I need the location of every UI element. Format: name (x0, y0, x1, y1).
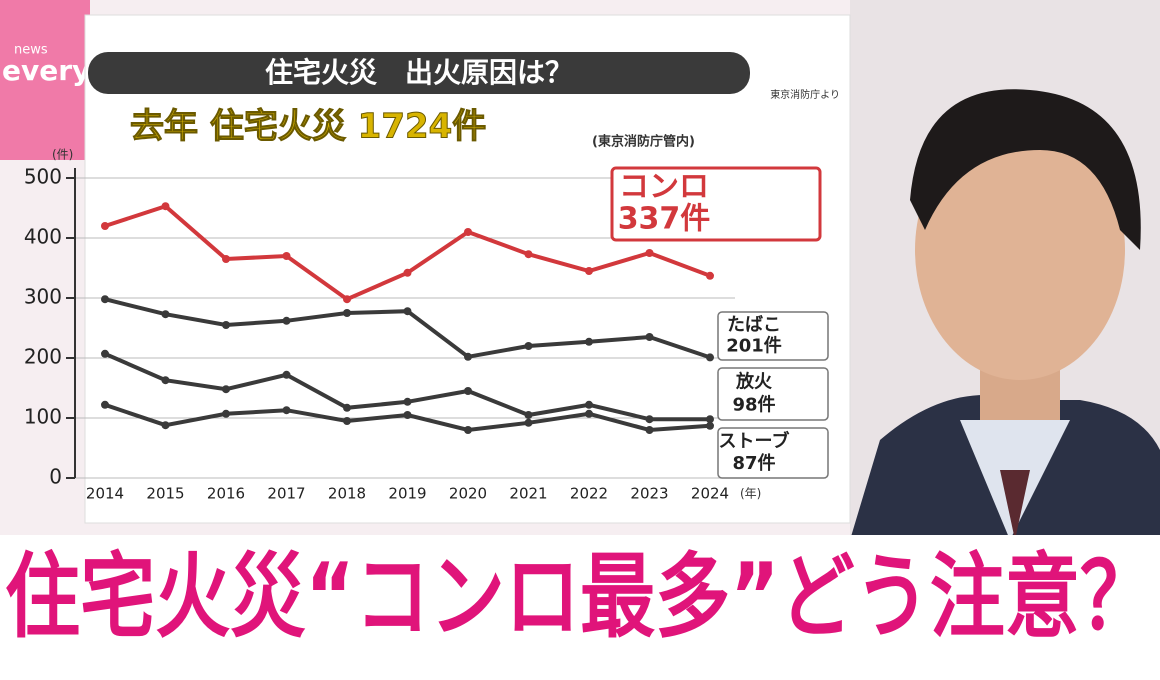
data-point (706, 415, 714, 424)
chart-subtitle: 去年 住宅火災 1724件 (130, 107, 486, 147)
tie (1000, 470, 1030, 540)
callout-box (717, 427, 829, 479)
data-point (403, 307, 412, 316)
data-point (101, 222, 109, 230)
y-tick-label: 0 (49, 465, 62, 489)
y-tick-label: 100 (24, 405, 62, 429)
data-point (524, 418, 533, 427)
data-point (222, 409, 230, 418)
data-point (101, 349, 109, 358)
x-tick-label: 2019 (388, 485, 426, 503)
legend-label: たばこ (727, 314, 781, 335)
face (915, 120, 1125, 380)
legend-label: ストーブ (719, 430, 790, 452)
caption: 住宅火災“コンロ最多”どう注意？ (5, 543, 1155, 650)
presenter (850, 0, 1160, 540)
x-tick-label: 2020 (449, 485, 487, 503)
logo-backdrop (0, 0, 90, 160)
data-point (645, 249, 654, 257)
value-label: 337件 (618, 201, 711, 236)
hair (910, 89, 1141, 250)
logo-main: every. (2, 54, 98, 87)
data-point (343, 295, 351, 304)
data-point (161, 376, 170, 385)
data-point (343, 417, 351, 425)
data-point (403, 268, 412, 277)
caption-bar (0, 535, 1160, 680)
data-point (403, 411, 412, 419)
data-point (343, 309, 351, 317)
data-point (464, 387, 472, 395)
x-tick-label: 2024 (691, 485, 729, 503)
x-tick-label: 2021 (509, 485, 547, 503)
data-point (645, 333, 654, 341)
chart-title: 住宅火災 出火原因は？ (265, 56, 573, 89)
data-point (161, 202, 170, 211)
callout-box (610, 166, 822, 242)
y-unit: (件) (52, 148, 73, 162)
data-point (222, 321, 230, 329)
value-label: 201件 (726, 335, 782, 357)
data-point (282, 252, 291, 260)
legend-label: 放火 (735, 371, 773, 393)
data-point (282, 316, 291, 325)
title-bar (88, 52, 750, 94)
data-point (585, 400, 593, 409)
data-point (101, 400, 109, 409)
data-point (645, 426, 654, 434)
value-label: 87件 (732, 452, 775, 474)
value-label: 98件 (732, 393, 775, 415)
callout-box (717, 311, 829, 361)
x-tick-label: 2023 (630, 485, 668, 503)
data-point (524, 411, 533, 419)
x-tick-label: 2015 (146, 485, 184, 503)
data-point (222, 255, 230, 263)
x-tick-label: 2017 (267, 485, 305, 503)
data-point (706, 271, 714, 280)
data-point (464, 426, 472, 434)
data-point (585, 409, 593, 418)
data-point (282, 406, 291, 415)
data-point (282, 370, 291, 379)
callout-box (717, 367, 829, 421)
x-tick-label: 2022 (570, 485, 608, 503)
data-point (161, 310, 170, 319)
legend-label: コンロ (619, 170, 709, 205)
data-point (706, 421, 714, 430)
data-point (101, 295, 109, 304)
subtitle-note: (東京消防庁管内) (592, 134, 695, 150)
source: 東京消防庁より (770, 88, 840, 101)
logo-small: news (14, 43, 48, 58)
data-point (645, 415, 654, 424)
data-point (464, 352, 472, 361)
x-tick-label: 2018 (328, 485, 366, 503)
x-tick-label: 2016 (207, 485, 245, 503)
data-point (464, 228, 472, 236)
data-point (403, 397, 412, 406)
data-point (161, 421, 170, 430)
y-tick-label: 300 (24, 285, 62, 309)
data-point (524, 342, 533, 350)
data-point (524, 250, 533, 259)
y-tick-label: 500 (24, 165, 62, 189)
data-point (585, 337, 593, 346)
data-point (585, 267, 593, 275)
plot: 0 100 200 300 400 500 2014 2015 2016 2017 2018 2019… (24, 165, 829, 503)
y-tick-label: 200 (24, 345, 62, 369)
x-tick-label: 2014 (86, 485, 124, 503)
x-unit: (年) (740, 487, 761, 501)
y-tick-label: 400 (24, 225, 62, 249)
data-point (706, 353, 714, 362)
data-point (343, 403, 351, 412)
data-point (222, 385, 230, 394)
